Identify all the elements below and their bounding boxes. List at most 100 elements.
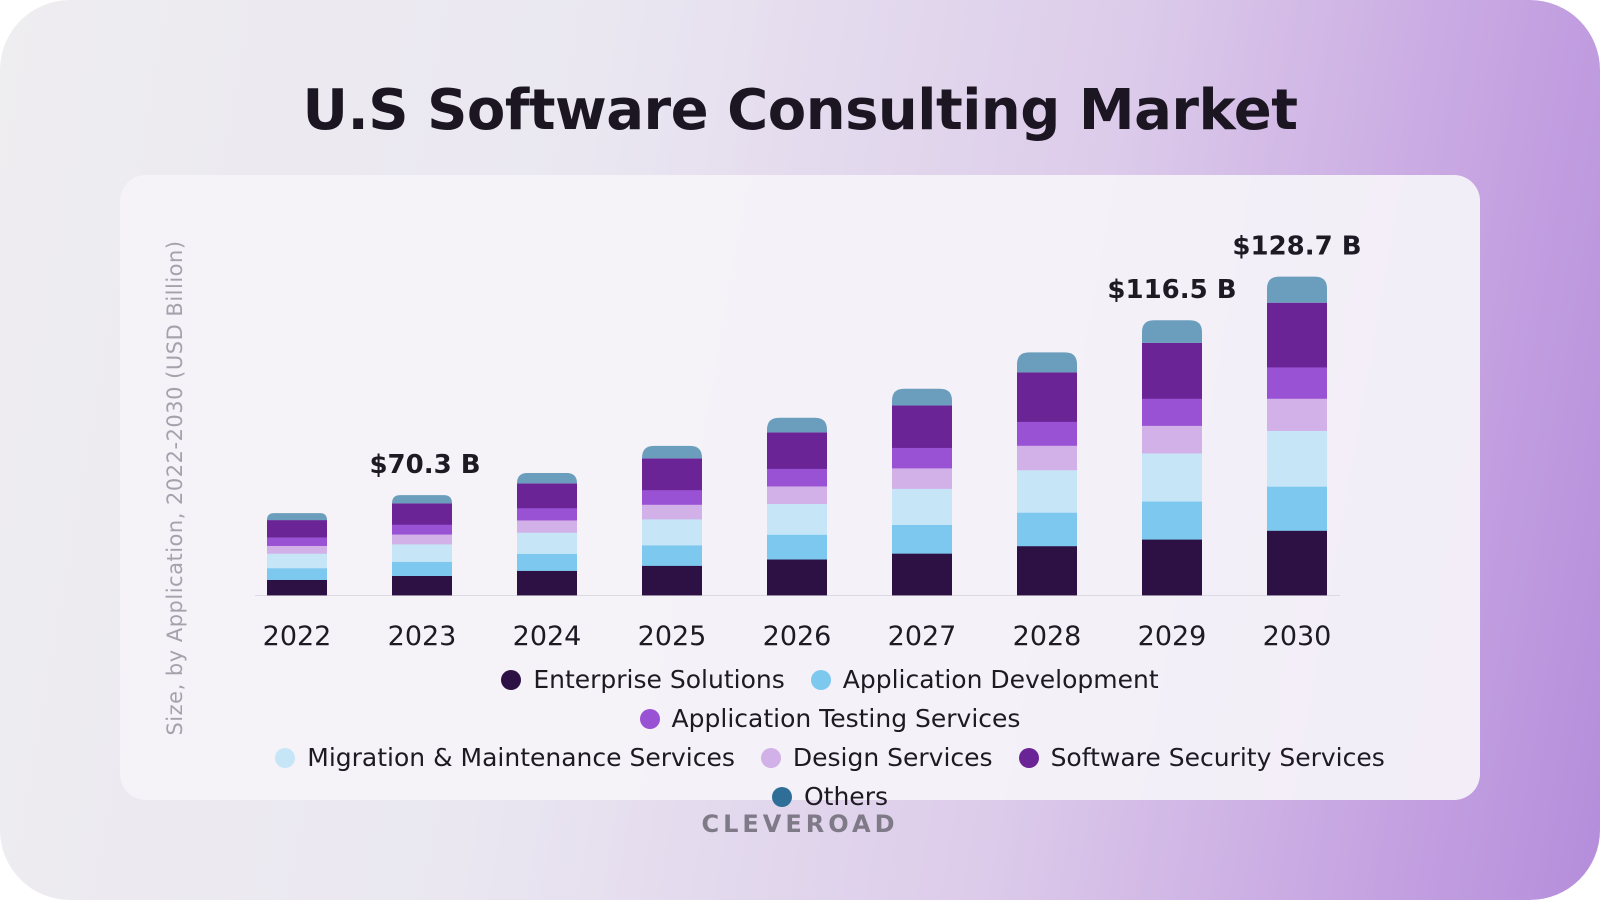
bar-segment-others-2022 [267,513,327,521]
bar-segment-others-2023 [392,495,452,504]
x-tick-label-2023: 2023 [388,621,457,652]
legend-label: Enterprise Solutions [533,665,785,694]
bar-segment-others-2024 [517,473,577,484]
bar-segment-others-2028 [1017,352,1077,373]
x-tick-label-2027: 2027 [888,621,957,652]
legend-label: Others [803,782,888,811]
bar-segment-others-2027 [892,388,952,406]
bar-segment-software-security-services-2030 [1267,302,1327,368]
bar-segment-application-testing-services-2026 [767,468,827,487]
total-label-2029: $116.5 B [1107,275,1236,305]
x-tick-label-2029: 2029 [1138,621,1207,652]
total-label-2030: $128.7 B [1232,232,1361,262]
x-tick-label-2028: 2028 [1013,621,1082,652]
bar-segment-migration-maintenance-services-2028 [1017,469,1077,513]
bar-segment-application-testing-services-2030 [1267,367,1327,399]
bar-segment-software-security-services-2022 [267,520,327,538]
legend-label: Design Services [792,743,993,772]
legend-dot-icon [1018,747,1039,768]
bar-segment-enterprise-solutions-2024 [517,570,577,596]
brand-logo-text: CLEVEROAD [701,810,899,838]
bar-segment-design-services-2029 [1142,425,1202,454]
legend-dot-icon [810,669,831,690]
bar-segment-design-services-2030 [1267,398,1327,431]
x-tick-label-2024: 2024 [513,621,582,652]
bar-segment-application-development-2029 [1142,501,1202,540]
legend-label: Application Testing Services [671,704,1021,733]
bar-segment-others-2025 [642,445,702,459]
bar-segment-application-testing-services-2025 [642,489,702,505]
bar-segment-software-security-services-2027 [892,405,952,448]
bar-segment-application-testing-services-2029 [1142,398,1202,426]
bar-segment-application-development-2030 [1267,486,1327,531]
bar-segment-design-services-2023 [392,534,452,545]
bar-segment-application-testing-services-2028 [1017,421,1077,446]
legend-label: Software Security Services [1050,743,1385,772]
bar-segment-design-services-2022 [267,545,327,554]
bar-segment-migration-maintenance-services-2025 [642,519,702,546]
bar-segment-enterprise-solutions-2029 [1142,539,1202,596]
bar-segment-application-testing-services-2027 [892,447,952,469]
bar-segment-migration-maintenance-services-2024 [517,532,577,554]
x-tick-label-2026: 2026 [763,621,832,652]
x-tick-label-2030: 2030 [1263,621,1332,652]
bar-segment-application-development-2027 [892,524,952,554]
legend-item-design-services: Design Services [760,743,993,772]
legend-dot-icon [771,786,792,807]
bar-segment-application-development-2024 [517,553,577,571]
bar-segment-migration-maintenance-services-2026 [767,503,827,535]
bar-segment-migration-maintenance-services-2022 [267,553,327,569]
legend-dot-icon [760,747,781,768]
bar-segment-software-security-services-2024 [517,483,577,509]
bar-segment-application-testing-services-2024 [517,507,577,521]
legend-item-application-development: Application Development [810,665,1159,694]
bar-segment-enterprise-solutions-2028 [1017,545,1077,596]
bar-segment-others-2030 [1267,276,1327,303]
bar-segment-application-development-2026 [767,534,827,560]
bar-segment-enterprise-solutions-2027 [892,553,952,596]
legend: Enterprise Solutions Application Developm… [240,665,1420,811]
legend-item-software-security-services: Software Security Services [1018,743,1385,772]
bar-segment-enterprise-solutions-2022 [267,579,327,596]
legend-item-application-testing-services: Application Testing Services [639,704,1021,733]
bar-segment-software-security-services-2025 [642,458,702,491]
bar-segment-application-testing-services-2023 [392,524,452,535]
bar-segment-migration-maintenance-services-2029 [1142,453,1202,502]
bar-segment-application-development-2022 [267,567,327,580]
bar-segment-enterprise-solutions-2030 [1267,530,1327,596]
bar-segment-software-security-services-2023 [392,503,452,525]
bar-segment-others-2026 [767,417,827,433]
legend-label: Migration & Maintenance Services [307,743,735,772]
bar-segment-design-services-2024 [517,520,577,533]
bar-segment-migration-maintenance-services-2030 [1267,430,1327,487]
legend-dot-icon [275,747,296,768]
bar-segment-migration-maintenance-services-2023 [392,543,452,562]
bar-segment-application-testing-services-2022 [267,537,327,546]
bar-segment-application-development-2028 [1017,512,1077,547]
bar-segment-enterprise-solutions-2023 [392,575,452,596]
bar-segment-software-security-services-2029 [1142,342,1202,399]
legend-item-others: Others [771,782,888,811]
bar-segment-application-development-2025 [642,545,702,566]
bar-segment-others-2029 [1142,320,1202,343]
x-tick-label-2022: 2022 [263,621,332,652]
legend-dot-icon [501,669,522,690]
bar-segment-software-security-services-2028 [1017,372,1077,422]
legend-item-enterprise-solutions: Enterprise Solutions [501,665,785,694]
bar-segment-application-development-2023 [392,561,452,577]
legend-item-migration-maintenance-services: Migration & Maintenance Services [275,743,735,772]
bar-segment-enterprise-solutions-2025 [642,565,702,596]
legend-dot-icon [639,708,660,729]
bar-segment-design-services-2025 [642,504,702,520]
bar-segment-migration-maintenance-services-2027 [892,488,952,525]
bar-segment-enterprise-solutions-2026 [767,559,827,596]
total-label-2023: $70.3 B [369,450,480,480]
bar-segment-design-services-2027 [892,467,952,489]
page-title: U.S Software Consulting Market [302,78,1299,143]
legend-label: Application Development [842,665,1159,694]
bar-segment-software-security-services-2026 [767,432,827,469]
bar-segment-design-services-2028 [1017,445,1077,471]
bar-segment-design-services-2026 [767,486,827,504]
